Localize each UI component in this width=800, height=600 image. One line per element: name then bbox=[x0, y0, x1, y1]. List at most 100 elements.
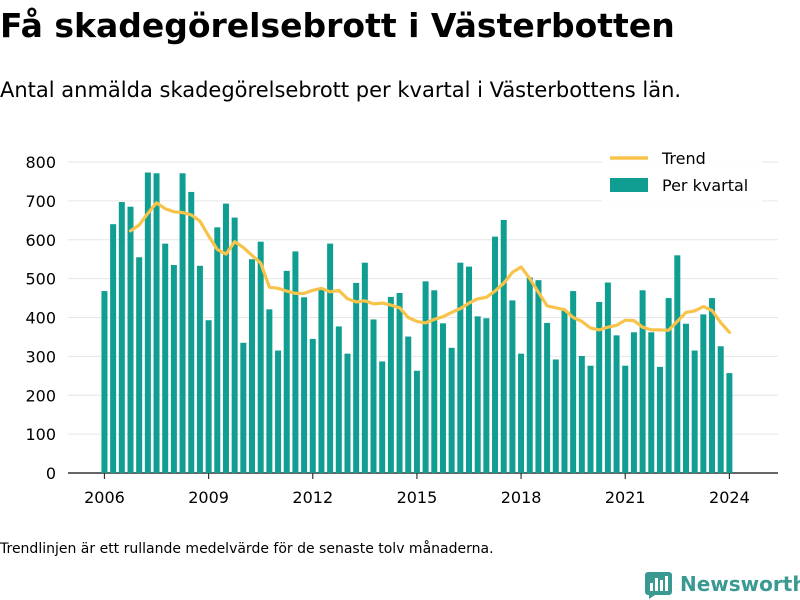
bar bbox=[422, 281, 429, 473]
bar bbox=[674, 255, 681, 473]
bar bbox=[179, 173, 186, 473]
bar bbox=[492, 236, 499, 473]
bar bbox=[153, 173, 160, 473]
bar bbox=[656, 366, 663, 473]
y-tick-label: 600 bbox=[25, 231, 56, 250]
bar bbox=[283, 270, 290, 473]
y-tick-label: 0 bbox=[46, 464, 56, 483]
bar bbox=[691, 350, 698, 473]
y-tick-label: 200 bbox=[25, 386, 56, 405]
bar bbox=[101, 291, 108, 473]
bar bbox=[257, 241, 264, 473]
bar bbox=[301, 297, 308, 473]
bar bbox=[639, 290, 646, 473]
bar bbox=[466, 266, 473, 473]
y-tick-label: 100 bbox=[25, 425, 56, 444]
bar bbox=[448, 347, 455, 473]
bar bbox=[361, 262, 368, 473]
bar bbox=[396, 293, 403, 473]
y-tick-label: 500 bbox=[25, 270, 56, 289]
bar bbox=[518, 353, 525, 473]
bar bbox=[587, 365, 594, 473]
bar bbox=[249, 259, 256, 473]
bar bbox=[630, 332, 637, 473]
bar bbox=[682, 323, 689, 473]
bar bbox=[275, 350, 282, 473]
x-tick-label: 2018 bbox=[501, 488, 542, 507]
x-tick-label: 2021 bbox=[605, 488, 646, 507]
bar bbox=[405, 336, 412, 473]
bar bbox=[370, 319, 377, 473]
x-tick-label: 2015 bbox=[397, 488, 438, 507]
bar bbox=[570, 291, 577, 473]
bar bbox=[700, 314, 707, 473]
bar bbox=[266, 309, 273, 473]
bar bbox=[118, 202, 125, 473]
y-tick-label: 700 bbox=[25, 192, 56, 211]
bar bbox=[222, 203, 229, 473]
legend-swatch-bars bbox=[610, 178, 648, 192]
bar bbox=[144, 172, 151, 473]
bar bbox=[604, 282, 611, 473]
bar bbox=[205, 320, 212, 473]
y-tick-label: 400 bbox=[25, 309, 56, 328]
bar bbox=[431, 290, 438, 473]
bar-chart: 0 100 200 300 400 500 600 700 800 2006 2009 2012 201… bbox=[25, 144, 778, 507]
x-tick-label: 2009 bbox=[188, 488, 229, 507]
legend-label-bars: Per kvartal bbox=[662, 176, 748, 195]
x-tick-label: 2006 bbox=[84, 488, 125, 507]
bar bbox=[717, 346, 724, 473]
bar bbox=[544, 322, 551, 473]
bar bbox=[162, 243, 169, 473]
bar bbox=[196, 265, 203, 473]
brand-logo: Newsworthy bbox=[644, 568, 800, 600]
bar bbox=[648, 332, 655, 473]
bar bbox=[292, 251, 299, 473]
bar bbox=[127, 206, 134, 474]
bar bbox=[535, 280, 542, 473]
bar bbox=[439, 323, 446, 473]
bar bbox=[413, 370, 420, 473]
bar bbox=[561, 310, 568, 473]
bar bbox=[552, 359, 559, 473]
bar bbox=[379, 361, 386, 473]
bar bbox=[474, 316, 481, 473]
bar bbox=[500, 219, 507, 473]
x-tick-label: 2024 bbox=[709, 488, 750, 507]
bar bbox=[136, 257, 143, 473]
bar bbox=[509, 300, 516, 473]
newsworthy-logo-icon bbox=[645, 572, 672, 599]
bar bbox=[709, 298, 716, 473]
bar bbox=[344, 353, 351, 473]
bar bbox=[110, 224, 117, 473]
bar bbox=[309, 338, 316, 473]
y-tick-label: 800 bbox=[25, 153, 56, 172]
bar bbox=[318, 289, 325, 473]
chart-title: Få skadegörelsebrott i Västerbotten bbox=[0, 6, 675, 45]
bar bbox=[240, 342, 247, 473]
bar bbox=[457, 262, 464, 473]
bar bbox=[327, 243, 334, 473]
x-tick-label: 2012 bbox=[292, 488, 333, 507]
bar bbox=[578, 355, 585, 473]
bar bbox=[231, 217, 238, 473]
bar bbox=[335, 326, 342, 473]
bar bbox=[613, 335, 620, 473]
bar bbox=[387, 296, 394, 473]
bar bbox=[622, 365, 629, 473]
trend-line bbox=[128, 201, 732, 334]
bar bbox=[526, 277, 533, 473]
bar bbox=[665, 298, 672, 473]
bar bbox=[170, 265, 177, 473]
bar bbox=[596, 301, 603, 473]
y-tick-label: 300 bbox=[25, 347, 56, 366]
bar bbox=[353, 282, 360, 473]
chart-area: 0 100 200 300 400 500 600 700 800 2006 2009 2012 201… bbox=[0, 140, 800, 520]
bar bbox=[188, 191, 195, 473]
bar bbox=[214, 227, 221, 473]
bar bbox=[483, 318, 490, 473]
brand-name: Newsworthy bbox=[680, 572, 800, 596]
chart-subtitle: Antal anmälda skadegörelsebrott per kvar… bbox=[0, 78, 682, 102]
footnote: Trendlinjen är ett rullande medelvärde f… bbox=[0, 541, 494, 557]
legend-box bbox=[602, 144, 762, 204]
